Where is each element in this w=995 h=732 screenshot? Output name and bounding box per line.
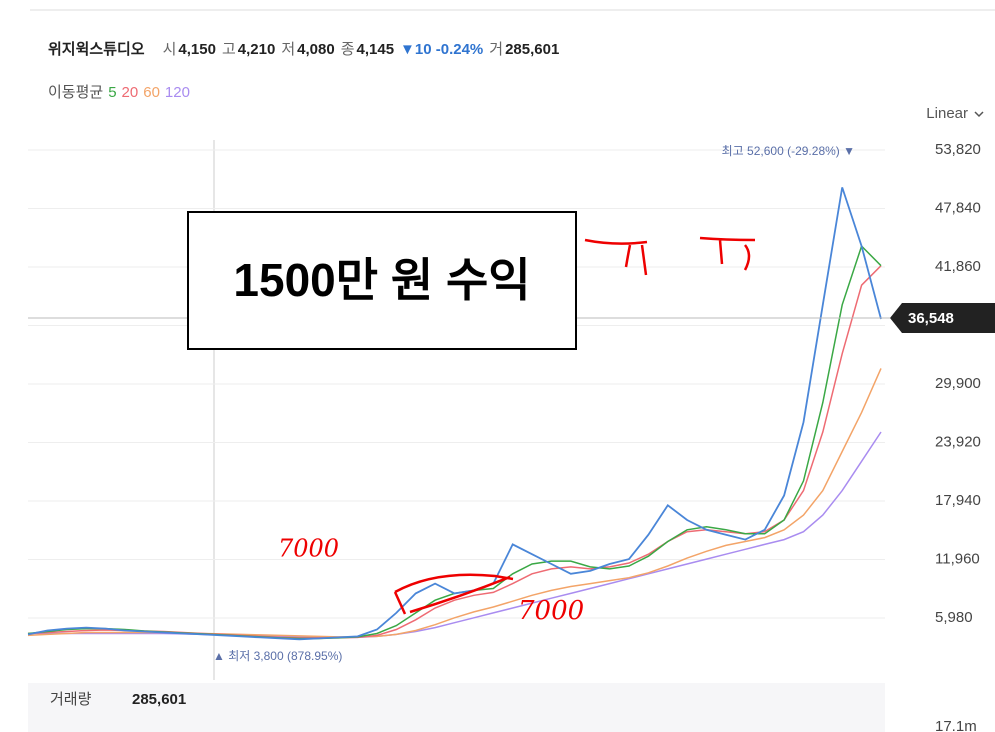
volume-value: 285,601 [132,691,186,708]
ma-label: 이동평균 [48,84,104,101]
high-label: 최고 52,600 (-29.28%) ▼ [722,144,855,158]
ma-legend: 이동평균 5 20 60 120 [48,81,195,102]
quote-label: 고 [221,41,236,58]
low-label: ▲ 최저 3,800 (878.95%) [213,649,342,663]
y-tick-label: 5,980 [935,609,973,626]
legend-entry: 20 [121,84,139,101]
quote-header: 위지윅스튜디오 시 4,150 고 4,210 저 4,080 종 4,145 ▼10 -0.24… [48,38,559,59]
quote-value: 4,210 [237,41,276,58]
volume-tick: 17.1m [935,718,977,732]
current-price: 36,548 [908,310,954,327]
legend-entry: 120 [164,84,190,101]
y-tick-label: 41,860 [935,258,981,275]
y-tick-label: 17,940 [935,492,981,509]
y-tick-label: 47,840 [935,200,981,217]
quote-change: ▼10 -0.24% [400,41,484,58]
quote-value: 4,150 [178,41,216,58]
quote-label: 시 [162,41,177,58]
quote-label: 거 [489,41,504,58]
quote-label: 저 [281,41,296,58]
scale-toggle[interactable]: Linear [926,105,968,122]
scribble [584,236,756,276]
scribble [393,573,514,615]
volume-panel [28,683,885,732]
y-tick-label: 29,900 [935,375,981,392]
quote-label: 종 [340,41,355,58]
quote-value: 4,145 [356,41,395,58]
handwritten-note: 7000 [278,535,339,563]
stock-name: 위지윅스튜디오 [48,41,145,58]
overlay-text: 1500만 원 수익 [233,254,530,306]
y-tick-label: 11,960 [935,550,980,567]
quote-value: 4,080 [297,41,335,58]
legend-entry: 60 [143,84,160,101]
price-line [27,187,882,641]
chevron [974,111,984,118]
handwritten-note: 7000 [518,596,584,626]
volume-label: 거래량 [50,691,92,708]
y-tick-label: 53,820 [935,141,981,158]
quote-value: 285,601 [505,41,560,58]
legend-entry: 5 [108,84,117,101]
current-tag [890,303,995,333]
overlay-box [187,211,577,350]
y-tick-label: 23,920 [935,433,981,450]
